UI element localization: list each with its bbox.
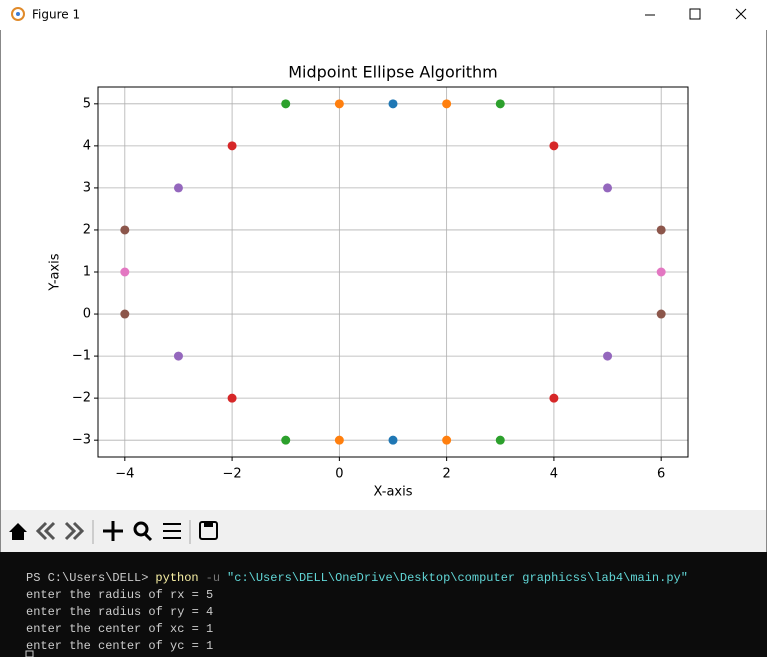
scatter-point xyxy=(656,225,666,235)
y-tick-label: 5 xyxy=(83,96,91,111)
app-icon xyxy=(11,7,25,21)
y-tick-label: −1 xyxy=(72,349,91,364)
scatter-point xyxy=(549,393,559,403)
y-tick-label: 4 xyxy=(83,138,91,153)
scatter-point xyxy=(120,225,130,235)
scatter-point xyxy=(120,309,130,319)
x-tick-label: 6 xyxy=(657,467,665,482)
scatter-point xyxy=(281,435,291,445)
x-tick-label: 2 xyxy=(442,467,450,482)
plot: Midpoint Ellipse Algorithm X-axis Y-axis… xyxy=(48,63,689,500)
scatter-point xyxy=(388,435,398,445)
output-line: enter the radius of rx = 5 xyxy=(26,588,213,602)
home-button[interactable] xyxy=(9,523,27,540)
x-tick-label: 4 xyxy=(550,467,558,482)
x-tick-label: −4 xyxy=(115,467,134,482)
output-line: enter the center of xc = 1 xyxy=(26,622,213,636)
scatter-point xyxy=(549,141,559,151)
scatter-point xyxy=(603,183,613,193)
x-tick-label: −2 xyxy=(223,467,242,482)
flag: -u xyxy=(206,571,220,585)
scatter-point xyxy=(227,141,237,151)
back-button[interactable] xyxy=(35,521,56,541)
scatter-point xyxy=(173,351,183,361)
y-tick-label: 1 xyxy=(83,265,91,280)
y-tick-label: 0 xyxy=(83,307,91,322)
title-bar: Figure 1 xyxy=(11,7,747,22)
scatter-point xyxy=(603,351,613,361)
close-button[interactable] xyxy=(735,8,747,20)
y-tick-label: 3 xyxy=(83,180,91,195)
y-tick-label: 2 xyxy=(83,222,91,237)
toolbar xyxy=(1,510,766,552)
scatter-point xyxy=(281,99,291,109)
terminal: PS C:\Users\DELL> python -u "c:\Users\DELL\… xyxy=(0,552,767,658)
window-title: Figure 1 xyxy=(32,8,80,22)
scatter-point xyxy=(442,99,452,109)
y-axis-label: Y-axis xyxy=(48,253,63,291)
scatter-point xyxy=(334,99,344,109)
scatter-point xyxy=(173,183,183,193)
terminal-background xyxy=(0,552,767,657)
maximize-button[interactable] xyxy=(689,8,701,20)
save-icon-part xyxy=(204,522,213,527)
pan-button[interactable] xyxy=(103,521,123,541)
x-tick-label: 0 xyxy=(335,467,343,482)
prompt: PS C:\Users\DELL> xyxy=(26,571,148,585)
zoom-handle xyxy=(143,532,153,542)
scatter-point xyxy=(495,435,505,445)
command-line: PS C:\Users\DELL> python -u "c:\Users\DELL\… xyxy=(26,571,688,585)
argument: "c:\Users\DELL\OneDrive\Desktop\computer… xyxy=(227,571,688,585)
scatter-point xyxy=(120,267,130,277)
configure-button[interactable] xyxy=(163,523,181,539)
scatter-point xyxy=(388,99,398,109)
toolbar-background xyxy=(1,510,766,552)
scatter-point xyxy=(495,99,505,109)
chart-title: Midpoint Ellipse Algorithm xyxy=(288,63,498,82)
scatter-point xyxy=(656,267,666,277)
zoom-button[interactable] xyxy=(133,521,149,537)
command: python xyxy=(155,571,198,585)
output-line: enter the center of yc = 1 xyxy=(26,639,213,653)
x-axis-label: X-axis xyxy=(374,485,413,500)
output-line: enter the radius of ry = 4 xyxy=(26,605,213,619)
plot-frame xyxy=(97,86,689,458)
y-tick-label: −2 xyxy=(72,391,91,406)
forward-button[interactable] xyxy=(64,521,85,541)
y-tick-label: −3 xyxy=(72,433,91,448)
scatter-point xyxy=(656,309,666,319)
app-icon-center xyxy=(16,12,20,16)
scatter-point xyxy=(334,435,344,445)
scatter-point xyxy=(442,435,452,445)
scatter-point xyxy=(227,393,237,403)
